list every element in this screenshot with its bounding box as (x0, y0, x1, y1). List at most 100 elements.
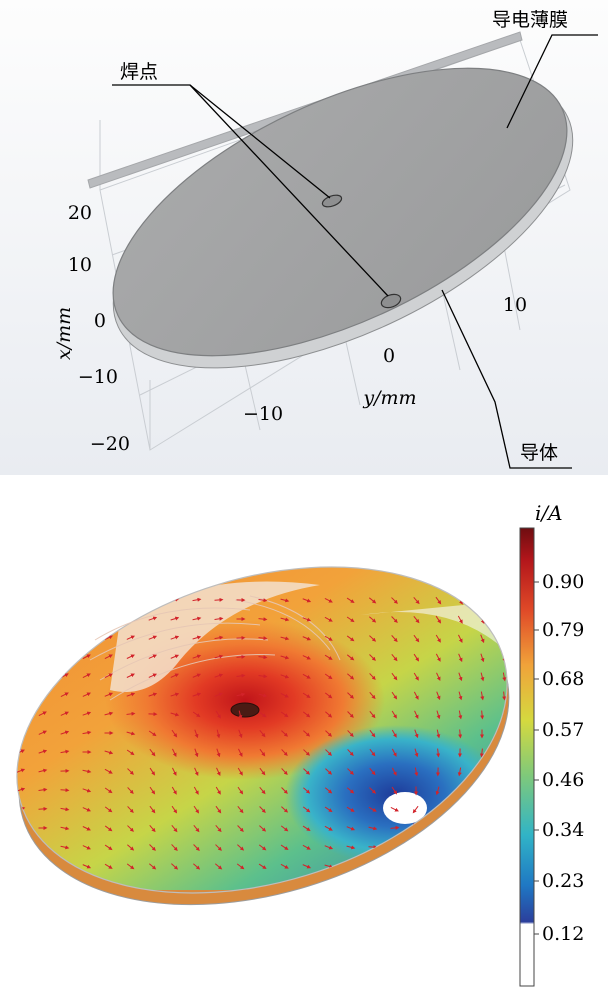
x-tick-4: −20 (90, 433, 130, 455)
current-vector-arrow (303, 787, 311, 794)
current-vector-arrow (346, 845, 356, 850)
colorbar: i/A 0.90 0.79 0.68 0.57 0.46 0.34 0.23 0… (519, 501, 584, 987)
current-vector-arrow (369, 729, 376, 738)
current-vector-arrow (126, 863, 135, 870)
current-vector-arrow (104, 750, 114, 755)
current-vector-arrow (149, 863, 157, 870)
colorbar-tick-marks (534, 581, 539, 935)
current-vector-arrow (16, 730, 25, 736)
current-vector-arrow (16, 825, 26, 830)
current-vector-arrow (280, 844, 289, 850)
current-vector-arrow (236, 654, 246, 659)
current-vector-arrow (193, 805, 200, 814)
current-vector-arrow (346, 654, 355, 661)
current-vector-arrow (216, 748, 221, 758)
current-vector-arrow (104, 806, 113, 813)
current-vector-arrow (390, 825, 400, 830)
current-vector-arrow (149, 805, 156, 814)
current-vector-arrow (436, 729, 441, 739)
current-vector-arrow (302, 825, 311, 831)
current-vector-arrow (435, 786, 440, 796)
current-vector-arrow (502, 596, 507, 606)
current-vector-arrow (458, 710, 463, 720)
current-vector-arrow (16, 597, 25, 603)
current-vector-arrow (38, 616, 47, 622)
current-vector-arrow (38, 692, 47, 698)
current-vector-arrow (391, 616, 398, 623)
y-axis: −10 0 10 y/mm (243, 294, 527, 425)
current-vector-arrow (258, 617, 268, 622)
current-vector-arrow (480, 710, 485, 720)
current-vector-arrow (214, 692, 224, 697)
current-vector-arrow (302, 598, 312, 603)
current-vector-arrow (258, 598, 268, 603)
current-vector-arrow (324, 673, 333, 680)
current-vector-arrow (82, 616, 91, 621)
current-vector-arrow (38, 654, 47, 660)
current-vector-arrow (302, 636, 312, 641)
current-vector-arrow (148, 692, 158, 697)
current-vector-arrow (303, 768, 310, 775)
current-vector-arrow (280, 711, 289, 718)
current-vector-arrow (414, 710, 419, 720)
current-vector-arrow (281, 749, 288, 757)
current-vector-arrow (148, 673, 158, 678)
solder-points (321, 194, 402, 309)
current-vector-arrow (368, 826, 378, 831)
current-vector-arrow (171, 729, 178, 738)
y-tick-0: −10 (243, 403, 283, 425)
current-vector-arrow (258, 711, 267, 718)
current-vector-arrow (501, 748, 506, 758)
current-vector-arrow (258, 693, 268, 698)
current-vector-arrow (390, 807, 399, 812)
current-vector-arrow (215, 825, 222, 833)
conductive-film-disk (112, 67, 574, 369)
current-vector-arrow (16, 654, 25, 660)
current-vector-arrow (477, 825, 485, 832)
current-vector-arrow (391, 597, 398, 604)
current-vector-arrow (324, 635, 333, 641)
current-vector-arrow (258, 844, 267, 851)
current-vector-arrow (369, 616, 377, 623)
current-vector-arrow (60, 635, 69, 641)
current-vector-arrow (347, 768, 354, 775)
colorbar-scale (519, 527, 535, 987)
current-vector-arrow (324, 806, 333, 813)
current-vector-arrow (214, 673, 224, 678)
current-vector-arrow (149, 844, 156, 851)
current-vector-arrow (346, 787, 355, 794)
current-vector-arrow (82, 807, 92, 812)
current-vector-arrow (82, 845, 91, 850)
current-vector-arrow (171, 824, 178, 833)
current-vector-arrow (499, 863, 508, 869)
current-vector-arrow (436, 691, 441, 701)
current-vector-arrow (280, 598, 290, 603)
current-vector-arrow (238, 729, 243, 739)
current-vector-arrow (346, 635, 355, 642)
current-vector-arrow (126, 616, 136, 621)
current-vector-arrow (104, 616, 114, 621)
current-vector-arrow (82, 730, 92, 735)
current-vector-arrow (82, 788, 92, 793)
current-vector-arrow (172, 748, 177, 757)
current-vector-arrow (104, 863, 113, 869)
current-vector-arrow (391, 748, 397, 757)
leader-lines (112, 34, 598, 469)
current-vector-arrow (324, 864, 334, 869)
current-vector-arrow (302, 617, 312, 622)
current-vector-arrow (38, 673, 47, 679)
current-vector-arrow (149, 767, 156, 776)
current-vector-arrow (238, 748, 243, 757)
current-vector-arrow (324, 692, 333, 699)
current-vector-arrow (480, 653, 485, 663)
current-vector-arrow (170, 654, 180, 659)
current-vector-arrow (170, 712, 180, 717)
current-vector-arrow (82, 826, 91, 831)
current-vector-arrow (480, 634, 485, 644)
current-vector-arrow (458, 691, 463, 701)
current-vector-arrow (193, 863, 201, 870)
current-vector-arrow (127, 844, 135, 851)
current-vector-arrow (148, 635, 158, 640)
current-vector-arrow (502, 672, 507, 682)
